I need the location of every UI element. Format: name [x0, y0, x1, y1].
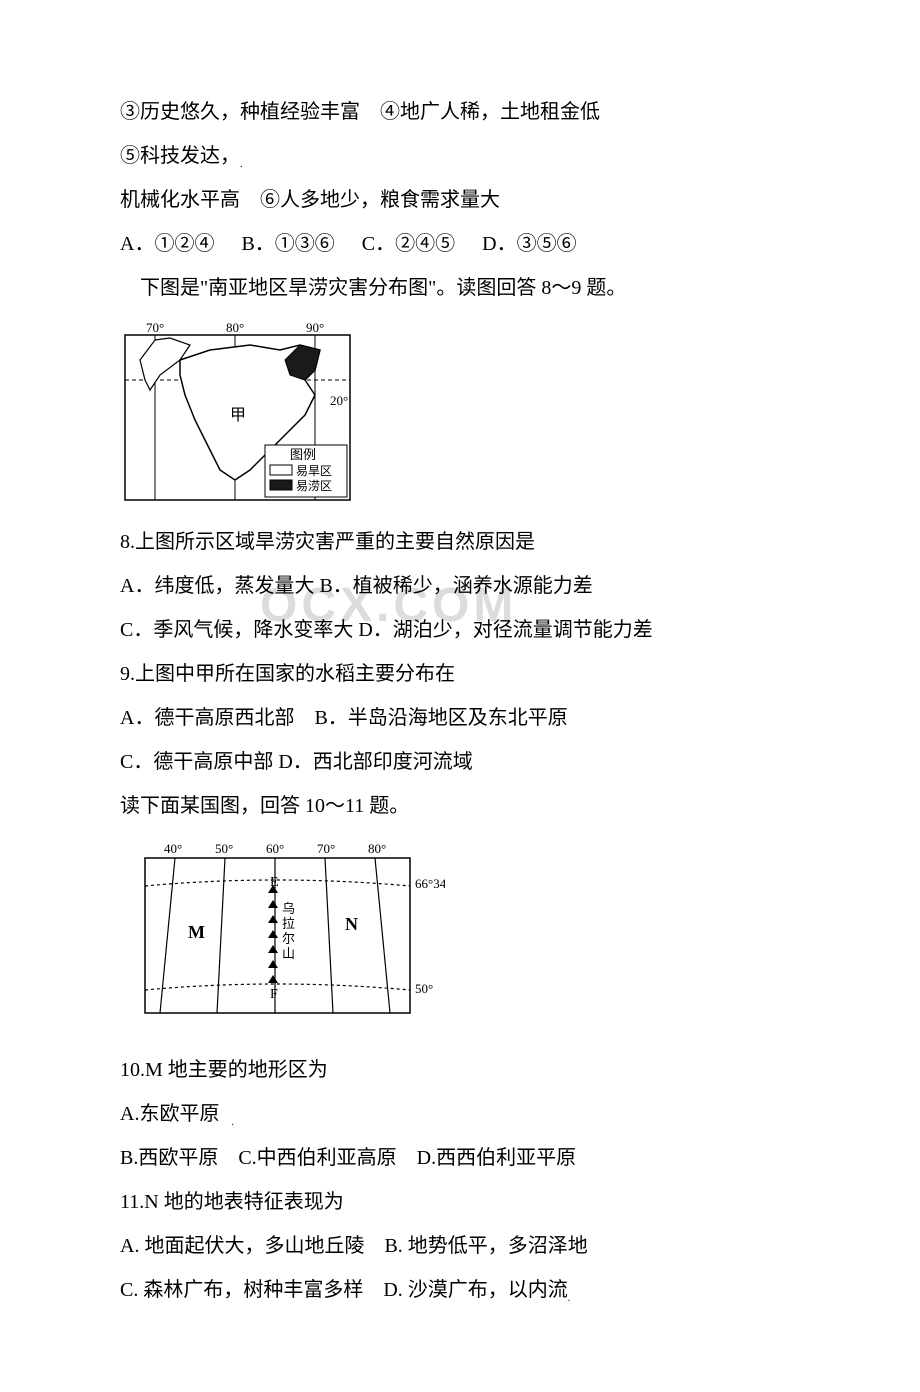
question-8: 8.上图所示区域旱涝灾害严重的主要自然原因是 — [120, 520, 800, 564]
option-b: B．①③⑥ — [241, 233, 334, 255]
ural-label-4: 山 — [282, 946, 295, 961]
legend-title: 图例 — [290, 447, 316, 462]
document-content: ③历史悠久，种植经验丰富 ④地广人稀，土地租金低 ⑤科技发达，. 机械化水平高 … — [120, 90, 800, 1312]
lon-80: 80° — [226, 320, 244, 335]
question-8-ab: A．纬度低，蒸发量大 B．植被稀少，涵养水源能力差 — [120, 564, 800, 608]
dot-marker: . — [231, 1117, 234, 1128]
lon-50: 50° — [215, 841, 233, 856]
question-10: 10.M 地主要的地形区为 — [120, 1048, 800, 1092]
ural-label-3: 尔 — [282, 931, 295, 946]
text-segment: A.东欧平原 — [120, 1103, 219, 1125]
question-11: 11.N 地的地表特征表现为 — [120, 1180, 800, 1224]
text-line-2: ⑤科技发达，. — [120, 134, 800, 178]
text-segment: ⑤科技发达， — [120, 145, 240, 167]
lon-90: 90° — [306, 320, 324, 335]
lon-70: 70° — [146, 320, 164, 335]
point-f: F — [270, 987, 278, 1002]
question-11-ab: A. 地面起伏大，多山地丘陵 B. 地势低平，多沼泽地 — [120, 1224, 800, 1268]
question-9-ab: A．德干高原西北部 B．半岛沿海地区及东北平原 — [120, 696, 800, 740]
dot-marker: . — [568, 1293, 571, 1304]
option-d: D．③⑤⑥ — [482, 233, 576, 255]
text-segment: C. 森林广布，树种丰富多样 D. 沙漠广布，以内流 — [120, 1279, 568, 1301]
options-line-4: A．①②④ B．①③⑥ C．②④⑤ D．③⑤⑥ — [120, 222, 800, 266]
region-m: M — [188, 922, 205, 942]
lat-50: 50° — [415, 981, 433, 996]
lat-6634: 66°34' — [415, 876, 445, 891]
option-c: C．②④⑤ — [362, 233, 455, 255]
lat-20: 20° — [330, 393, 348, 408]
question-8-cd: C．季风气候，降水变率大 D．湖泊少，对径流量调节能力差 — [120, 608, 800, 652]
russia-map-figure: 40° 50° 60° 70° 80° 66°34' 50° — [120, 838, 800, 1038]
lon-80: 80° — [368, 841, 386, 856]
south-asia-map-figure: 70° 80° 90° 20° 甲 图例 易旱区 易涝区 — [120, 320, 800, 510]
lon-60: 60° — [266, 841, 284, 856]
ural-label-2: 拉 — [282, 916, 295, 931]
question-11-cd: C. 森林广布，树种丰富多样 D. 沙漠广布，以内流. — [120, 1268, 800, 1312]
legend-flood: 易涝区 — [296, 479, 332, 493]
text-line-1: ③历史悠久，种植经验丰富 ④地广人稀，土地租金低 — [120, 90, 800, 134]
dot-marker: . — [240, 159, 243, 170]
question-10-a: A.东欧平原. — [120, 1092, 800, 1136]
option-a: A．①②④ — [120, 233, 214, 255]
lon-70: 70° — [317, 841, 335, 856]
ural-label-1: 乌 — [282, 901, 295, 916]
russia-map-svg: 40° 50° 60° 70° 80° 66°34' 50° — [120, 838, 445, 1033]
lon-40: 40° — [164, 841, 182, 856]
text-line-3: 机械化水平高 ⑥人多地少，粮食需求量大 — [120, 178, 800, 222]
point-e: E — [270, 875, 279, 890]
text-line-6: 读下面某国图，回答 10～11 题。 — [120, 784, 800, 828]
question-9-cd: C．德干高原中部 D．西北部印度河流域 — [120, 740, 800, 784]
south-asia-map-svg: 70° 80° 90° 20° 甲 图例 易旱区 易涝区 — [120, 320, 360, 505]
question-9: 9.上图中甲所在国家的水稻主要分布在 — [120, 652, 800, 696]
legend-drought: 易旱区 — [296, 464, 332, 478]
question-10-bcd: B.西欧平原 C.中西伯利亚高原 D.西西伯利亚平原 — [120, 1136, 800, 1180]
region-jia-label: 甲 — [230, 407, 246, 424]
text-line-5: 下图是"南亚地区旱涝灾害分布图"。读图回答 8～9 题。 — [120, 266, 800, 310]
region-n: N — [345, 914, 358, 934]
